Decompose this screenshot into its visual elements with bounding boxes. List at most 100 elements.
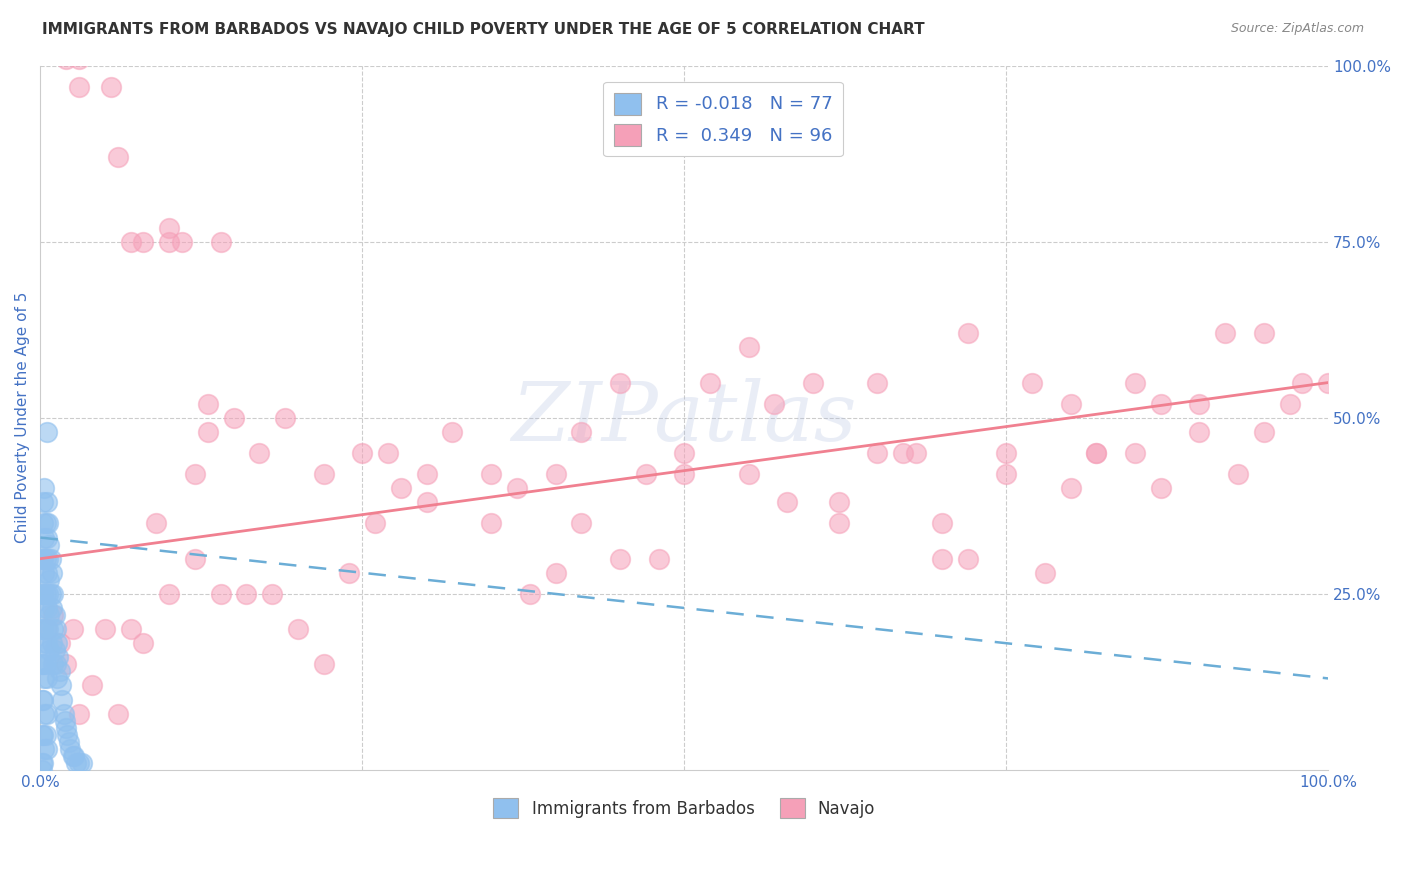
Point [35,672,58,686]
Point [63,748,86,763]
Point [956,551,979,566]
Point [34,587,56,601]
Point [235,587,257,601]
Point [1021,376,1043,390]
Point [41,601,63,615]
Point [519,587,541,601]
Point [38,538,60,552]
Point [1150,397,1173,411]
Point [995,467,1018,482]
Point [479,467,502,482]
Point [31,587,53,601]
Point [416,467,439,482]
Point [48,650,70,665]
Point [145,516,167,531]
Point [35,601,58,615]
Point [58,735,80,749]
Point [41,636,63,650]
Point [673,446,696,460]
Point [51,692,73,706]
Point [70,756,93,770]
Point [48,665,70,679]
Point [956,326,979,341]
Point [197,425,219,439]
Point [891,446,914,460]
Point [1213,326,1236,341]
Point [389,481,412,495]
Point [35,495,58,509]
Point [157,235,180,249]
Point [222,410,245,425]
Point [32,531,55,545]
Point [56,728,79,742]
Point [1033,566,1056,580]
Point [737,340,759,354]
Point [763,397,786,411]
Point [1085,446,1108,460]
Point [35,636,58,650]
Point [699,376,721,390]
Point [157,587,180,601]
Point [38,643,60,657]
Point [34,622,56,636]
Point [120,622,142,636]
Point [32,566,55,580]
Point [45,657,67,672]
Point [48,636,70,650]
Point [1253,326,1275,341]
Point [67,52,90,66]
Point [62,622,84,636]
Point [55,52,77,66]
Point [94,622,117,636]
Point [274,410,297,425]
Point [35,706,58,721]
Point [31,657,53,672]
Point [312,467,335,482]
Point [32,622,55,636]
Point [157,220,180,235]
Point [67,706,90,721]
Point [42,657,65,672]
Point [31,763,53,777]
Point [634,467,657,482]
Point [55,657,77,672]
Point [31,692,53,706]
Point [55,721,77,735]
Point [905,446,928,460]
Point [132,235,155,249]
Point [32,692,55,706]
Point [32,516,55,531]
Text: IMMIGRANTS FROM BARBADOS VS NAVAJO CHILD POVERTY UNDER THE AGE OF 5 CORRELATION : IMMIGRANTS FROM BARBADOS VS NAVAJO CHILD… [42,22,925,37]
Point [35,566,58,580]
Point [107,150,129,164]
Point [35,531,58,545]
Point [31,728,53,742]
Point [544,566,567,580]
Point [416,495,439,509]
Point [32,672,55,686]
Point [609,551,631,566]
Point [53,714,76,728]
Point [67,756,90,770]
Point [34,657,56,672]
Point [100,79,122,94]
Point [931,551,953,566]
Point [44,643,66,657]
Point [1227,467,1250,482]
Point [866,446,889,460]
Point [49,678,72,692]
Point [441,425,464,439]
Point [312,657,335,672]
Point [31,622,53,636]
Text: Source: ZipAtlas.com: Source: ZipAtlas.com [1230,22,1364,36]
Point [42,587,65,601]
Point [364,516,387,531]
Point [80,678,103,692]
Point [37,551,59,566]
Point [32,742,55,756]
Text: ZIPatlas: ZIPatlas [512,378,858,458]
Point [34,516,56,531]
Point [828,495,851,509]
Point [59,742,82,756]
Point [39,551,62,566]
